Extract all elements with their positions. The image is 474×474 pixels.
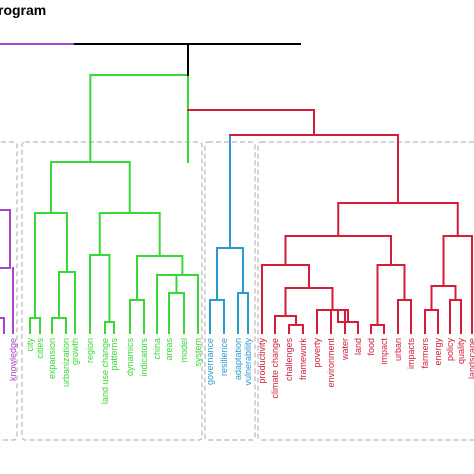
dendrogram-link-36 (430, 285, 457, 311)
dendrogram-link-8 (34, 212, 68, 319)
dendrogram-link-9 (104, 321, 115, 334)
dendrogram-link-38 (337, 202, 459, 237)
leaf-label: framework (298, 338, 308, 381)
dendrogram-link-33 (284, 235, 392, 266)
leaf-label: adaptation (233, 338, 243, 380)
dendrogram-link-28 (284, 287, 334, 317)
cluster-box-blue (204, 141, 256, 441)
dendrogram-link-42 (187, 109, 315, 136)
leaf-label: impact (379, 338, 389, 365)
leaf-label: city (25, 338, 35, 352)
leaf-label: expansion (47, 338, 57, 379)
dendrogram-link-43 (74, 43, 189, 76)
leaf-label: areas (164, 338, 174, 361)
dendrogram-link-11 (129, 299, 145, 334)
dendrogram-link-32 (376, 264, 406, 326)
cluster-box-red (257, 141, 474, 441)
dendrogram-links (0, 43, 473, 334)
dendrogram-link-13 (156, 274, 178, 334)
leaf-label: impacts (406, 338, 416, 370)
dendrogram-link-16 (98, 212, 161, 257)
leaf-label: dynamics (125, 338, 135, 377)
leaf-label: climate change (270, 338, 280, 399)
dendrogram-link-19 (209, 299, 225, 334)
leaf-label: productivity (257, 338, 267, 384)
dendrogram-link-31 (397, 299, 412, 334)
leaf-label: landscape (467, 338, 474, 379)
dendrogram-link-6 (51, 317, 67, 334)
leaf-label: china (152, 338, 162, 360)
cluster-boxes (0, 141, 474, 441)
cluster-box-green (21, 141, 203, 441)
leaf-label: vulnerability (243, 338, 253, 386)
dendrogram-link-3 (0, 317, 5, 334)
leaf-label: indicators (139, 338, 149, 377)
leaf-label: quality (456, 338, 466, 365)
dendrogram-link-20 (237, 292, 249, 334)
dendrogram-link-12 (168, 292, 185, 334)
leaf-label: resilience (219, 338, 229, 376)
leaf-label: growth (70, 338, 80, 365)
leaf-label: land (353, 338, 363, 355)
dendrogram-link-17 (50, 161, 131, 214)
leaf-label: urbanization (61, 338, 71, 387)
leaf-label: system (193, 338, 203, 367)
dendrogram-link-18 (89, 74, 189, 163)
leaf-label: governance (205, 338, 215, 385)
dendrogram-link-14 (165, 274, 199, 334)
leaf-label: forest (0, 338, 1, 361)
leaf-label: environment (326, 338, 336, 388)
leaf-label: land use change (100, 338, 110, 404)
leaf-labels: forestknowledgecitycitiesexpansionurbani… (0, 338, 474, 405)
cluster-box-purple (0, 141, 18, 441)
dendrogram-link-23 (288, 324, 304, 334)
leaf-label: urban (393, 338, 403, 361)
leaf-label: policy (445, 338, 455, 362)
leaf-label: challenges (284, 338, 294, 382)
leaf-label: poverty (312, 338, 322, 368)
leaf-label: knowledge (8, 338, 18, 381)
dendrogram-link-0 (0, 209, 11, 269)
leaf-label: model (179, 338, 189, 363)
dendrogram-link-30 (370, 324, 385, 334)
leaf-label: energy (433, 338, 443, 366)
leaf-label: region (85, 338, 95, 363)
leaf-label: patterns (109, 338, 119, 371)
leaf-label: cities (35, 338, 45, 359)
chart-title: rogram (0, 2, 46, 18)
dendrogram-link-37 (442, 235, 473, 334)
dendrogram-link-35 (449, 299, 462, 334)
dendrogram-link-5 (29, 317, 41, 334)
leaf-label: farmers (420, 338, 430, 369)
leaf-label: food (366, 338, 376, 356)
leaf-label: water (340, 338, 350, 361)
dendrogram-link-34 (424, 309, 439, 334)
